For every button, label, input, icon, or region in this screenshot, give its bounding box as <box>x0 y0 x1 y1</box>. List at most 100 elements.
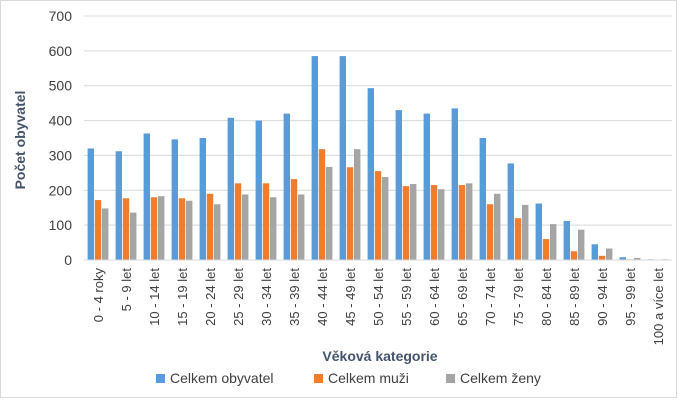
bar <box>367 88 374 260</box>
bar <box>318 149 326 260</box>
bar <box>430 185 438 260</box>
bar <box>227 117 234 260</box>
bar <box>606 248 613 260</box>
bars <box>87 56 669 261</box>
bar <box>507 163 514 260</box>
y-tick-label: 500 <box>49 78 73 94</box>
x-tick-label: 85 - 89 let <box>567 268 582 326</box>
y-tick-label: 300 <box>49 147 73 163</box>
x-tick-label: 100 a více let <box>651 268 666 346</box>
bar <box>283 113 290 260</box>
legend-swatch <box>446 374 455 383</box>
bar <box>423 113 430 260</box>
bar <box>326 166 333 260</box>
x-tick-label: 90 - 94 let <box>595 268 610 326</box>
bar <box>402 186 410 260</box>
bar <box>563 220 570 260</box>
bar <box>94 200 102 260</box>
bar <box>410 184 417 260</box>
x-tick-label: 80 - 84 let <box>539 268 554 326</box>
bar <box>87 148 94 260</box>
bar <box>535 203 542 260</box>
bar <box>395 110 402 260</box>
bar <box>178 198 186 260</box>
bar <box>346 167 354 260</box>
y-tick-label: 600 <box>49 43 73 59</box>
bar <box>130 212 137 260</box>
x-tick-label: 25 - 29 let <box>231 268 246 326</box>
bar <box>514 218 522 260</box>
bar <box>122 198 130 260</box>
legend-label: Celkem obyvatel <box>170 370 274 386</box>
x-tick-label: 75 - 79 let <box>511 268 526 326</box>
bar <box>578 229 585 260</box>
bar <box>171 139 178 260</box>
bar <box>494 193 501 260</box>
y-tick-label: 0 <box>64 252 72 268</box>
bar <box>374 171 382 260</box>
x-tick-labels: 0 - 4 roky 5 - 9 let 10 - 14 let 15 - 19 le… <box>91 268 666 346</box>
bar <box>570 251 578 260</box>
bar <box>598 255 606 260</box>
bar <box>290 179 298 260</box>
bar <box>311 56 318 261</box>
legend-label: Celkem muži <box>328 370 409 386</box>
x-tick-label: 45 - 49 let <box>343 268 358 326</box>
x-tick-label: 40 - 44 let <box>315 268 330 326</box>
x-axis-title: Věková kategorie <box>322 348 437 364</box>
legend-label: Celkem ženy <box>460 370 541 386</box>
bar <box>150 197 158 260</box>
bar <box>143 133 150 260</box>
x-tick-label: 65 - 69 let <box>455 268 470 326</box>
bar <box>466 183 473 260</box>
bar <box>354 149 361 260</box>
x-tick-label: 15 - 19 let <box>175 268 190 326</box>
bar <box>102 208 109 260</box>
bar <box>634 257 641 260</box>
y-tick-label: 200 <box>49 182 73 198</box>
legend-swatch <box>314 374 323 383</box>
bar <box>479 138 486 260</box>
x-tick-label: 50 - 54 let <box>371 268 386 326</box>
legend: Celkem obyvatel Celkem muži Celkem ženy <box>156 370 541 386</box>
x-tick-label: 95 - 99 let <box>623 268 638 326</box>
bar <box>298 194 305 260</box>
bar <box>619 257 626 260</box>
bar <box>199 138 206 260</box>
x-tick-label: 55 - 59 let <box>399 268 414 326</box>
bar <box>542 239 550 260</box>
bar <box>242 194 249 260</box>
x-tick-label: 5 - 9 let <box>119 268 134 312</box>
bar <box>270 197 277 260</box>
x-tick-label: 30 - 34 let <box>259 268 274 326</box>
bar <box>451 108 458 260</box>
bar <box>186 200 193 260</box>
bar <box>234 183 242 260</box>
bar <box>486 204 494 260</box>
bar <box>438 189 445 260</box>
x-tick-label: 10 - 14 let <box>147 268 162 326</box>
x-tick-label: 0 - 4 roky <box>91 268 106 323</box>
x-tick-label: 60 - 64 let <box>427 268 442 326</box>
y-tick-labels: 0 100 200 300 400 500 600 700 <box>49 8 73 268</box>
x-tick-label: 20 - 24 let <box>203 268 218 326</box>
x-tick-label: 35 - 39 let <box>287 268 302 326</box>
bar <box>206 193 214 260</box>
x-tick-label: 70 - 74 let <box>483 268 498 326</box>
bar <box>115 151 122 260</box>
bar <box>458 185 466 260</box>
y-axis-title: Počet obyvatel <box>12 91 28 190</box>
bar <box>262 183 270 260</box>
y-tick-label: 700 <box>49 8 73 24</box>
bar <box>255 120 262 260</box>
bar <box>522 204 529 260</box>
bar <box>214 204 221 260</box>
bar <box>550 224 557 260</box>
bar <box>382 177 389 260</box>
y-tick-label: 100 <box>49 217 73 233</box>
bar <box>591 244 598 260</box>
legend-swatch <box>156 374 165 383</box>
y-tick-label: 400 <box>49 113 73 129</box>
